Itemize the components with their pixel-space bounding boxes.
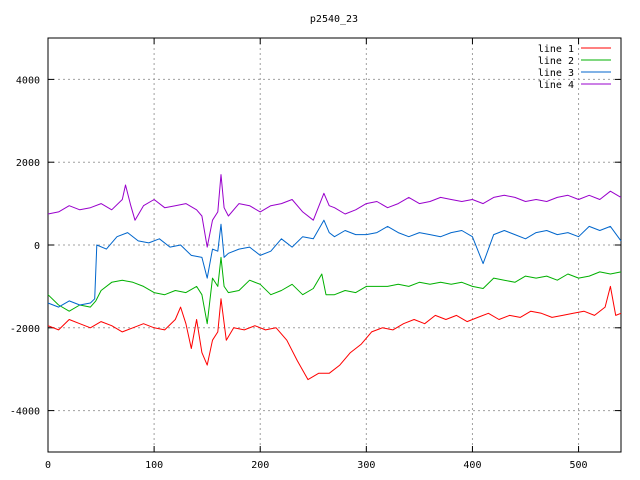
legend-label-line-2: line 2 xyxy=(538,56,574,67)
y-tick-label: 2000 xyxy=(16,158,40,169)
line-4-series-line xyxy=(47,174,622,248)
x-tick-label: 100 xyxy=(145,460,163,471)
x-tick-label: 400 xyxy=(463,460,481,471)
grid xyxy=(48,38,621,452)
line-1-series-line xyxy=(47,285,622,381)
line-2-series-line xyxy=(47,256,622,325)
y-tick-label: 0 xyxy=(34,241,40,252)
legend-label-line-3: line 3 xyxy=(538,68,574,79)
y-tick-label: 4000 xyxy=(16,75,40,86)
data-series xyxy=(47,174,622,381)
x-tick-label: 500 xyxy=(570,460,588,471)
x-tick-label: 0 xyxy=(45,460,51,471)
chart-title: p2540_23 xyxy=(310,14,358,25)
legend-label-line-4: line 4 xyxy=(538,80,574,91)
line-3-series-line xyxy=(47,219,622,308)
y-tick-label: -4000 xyxy=(10,407,40,418)
legend-label-line-1: line 1 xyxy=(538,44,574,55)
y-tick-label: -2000 xyxy=(10,324,40,335)
x-tick-label: 200 xyxy=(251,460,269,471)
x-tick-label: 300 xyxy=(357,460,375,471)
axis-ticks: 0 100 200 300 400 500 -4000 -2000 0 2000 4000 xyxy=(10,38,621,471)
